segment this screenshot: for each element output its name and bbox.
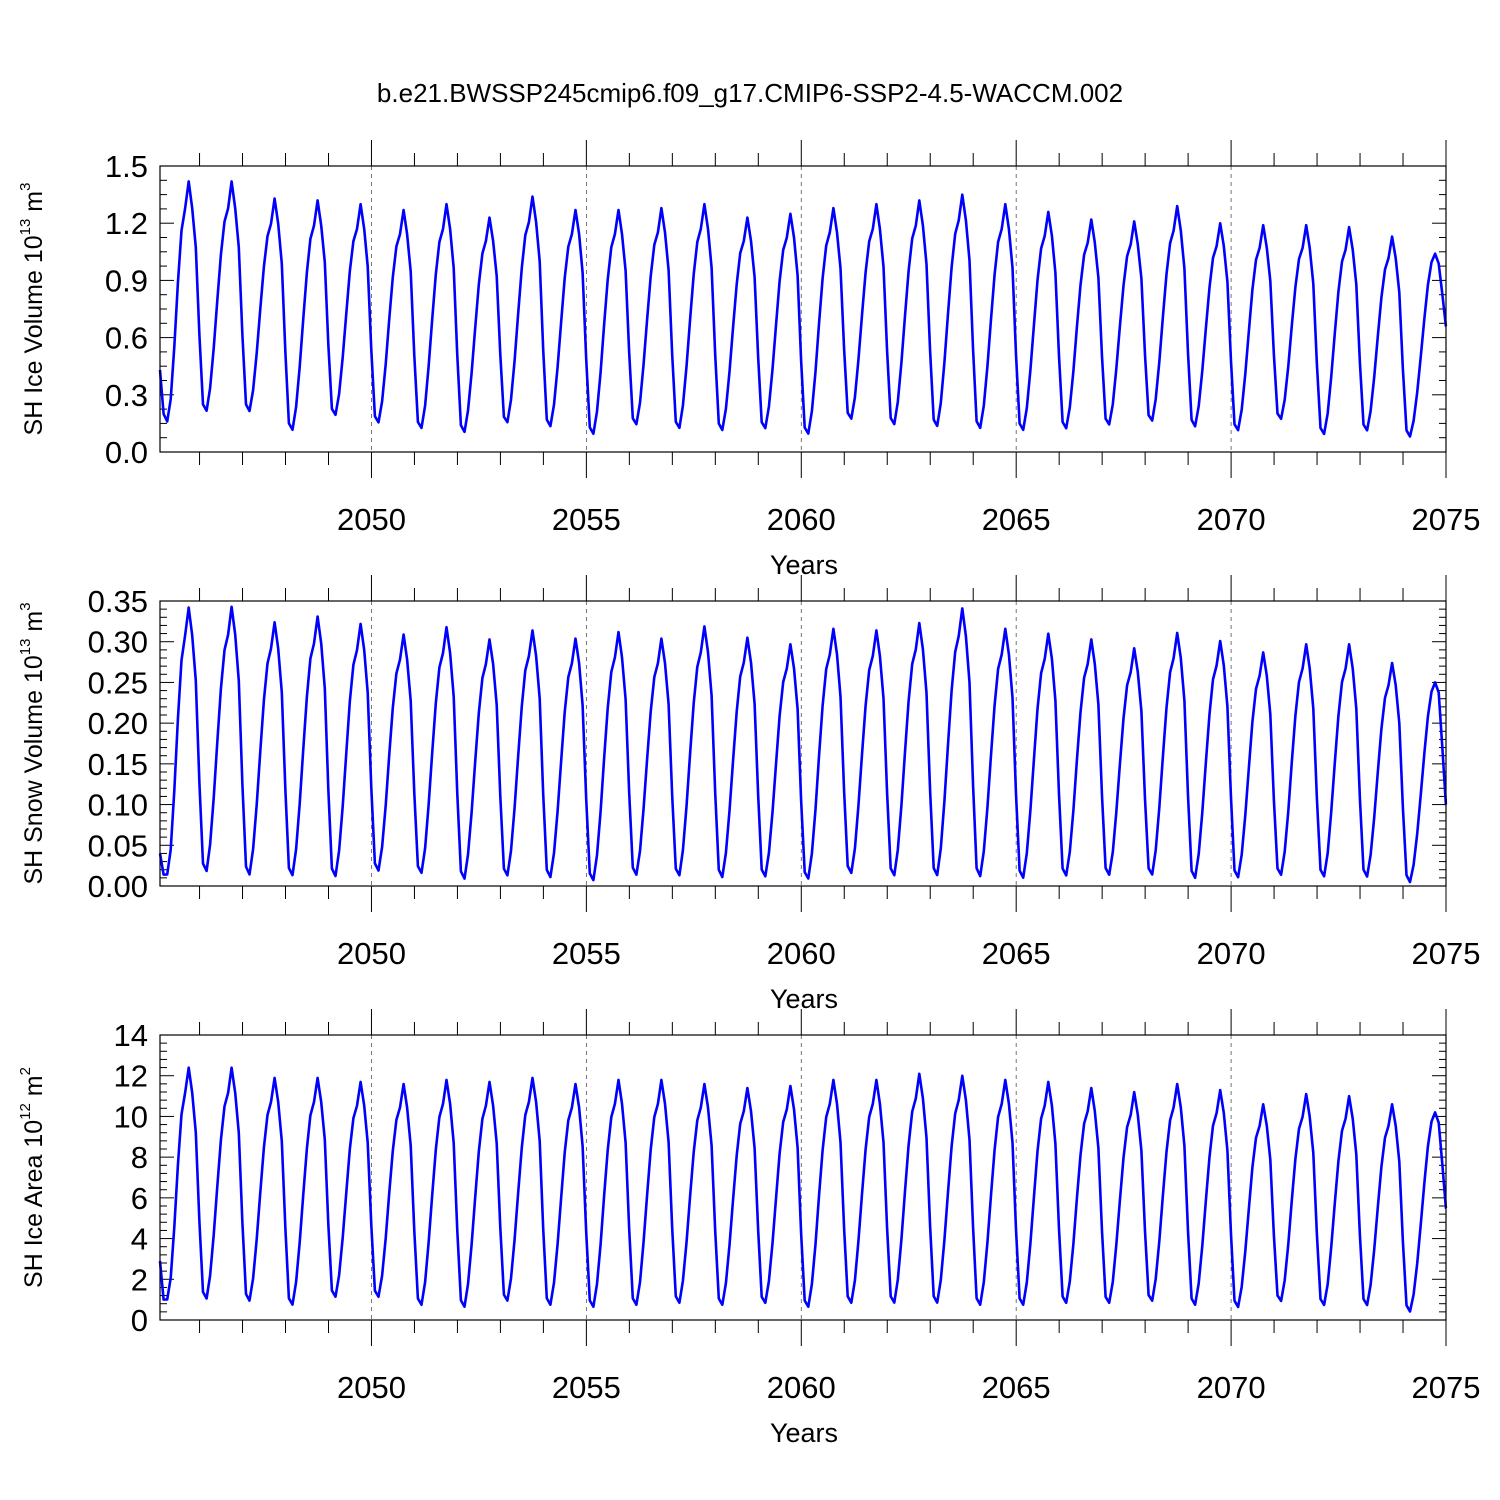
y-tick-label: 0.3 — [105, 378, 148, 413]
x-tick-label: 2060 — [767, 502, 836, 537]
y-axis-unit: m — [20, 1075, 48, 1103]
y-tick-label: 0.0 — [105, 435, 148, 470]
series-line-3 — [158, 1066, 1448, 1313]
y-tick-label: 0.10 — [88, 788, 148, 823]
y-axis-unit: m — [20, 611, 48, 639]
x-tick-label: 2060 — [767, 1370, 836, 1405]
y-axis-title-text: SH Ice Volume 10 — [20, 235, 48, 435]
y-axis-unit-suffix-exponent: 3 — [17, 183, 34, 191]
x-tick-label: 2070 — [1197, 936, 1266, 971]
y-axis-title: SH Ice Volume 1013 m3 — [17, 183, 48, 436]
x-tick-label: 2060 — [767, 936, 836, 971]
x-tick-label: 2055 — [552, 502, 621, 537]
y-tick-label: 0.35 — [88, 584, 148, 619]
y-tick-label: 0.20 — [88, 706, 148, 741]
series-line-1 — [158, 180, 1448, 438]
plot-border — [159, 1034, 1447, 1321]
y-axis-title-text: SH Snow Volume 10 — [20, 655, 48, 884]
y-tick-label: 10 — [114, 1099, 148, 1134]
x-tick-label: 2065 — [982, 502, 1051, 537]
x-tick-label: 2075 — [1412, 936, 1481, 971]
y-axis-unit-exponent: 13 — [17, 219, 34, 236]
x-tick-label: 2065 — [982, 1370, 1051, 1405]
y-axis-unit-exponent: 12 — [17, 1103, 34, 1120]
y-axis-unit-suffix-exponent: 3 — [17, 602, 34, 610]
figure-title: b.e21.BWSSP245cmip6.f09_g17.CMIP6-SSP2-4… — [377, 78, 1123, 108]
x-tick-label: 2075 — [1412, 1370, 1481, 1405]
x-tick-label: 2055 — [552, 1370, 621, 1405]
x-tick-label: 2065 — [982, 936, 1051, 971]
plot-border — [159, 600, 1447, 887]
x-axis-title: Years — [770, 984, 838, 1014]
y-tick-label: 12 — [114, 1059, 148, 1094]
x-tick-label: 2050 — [337, 502, 406, 537]
x-axis-title: Years — [770, 550, 838, 580]
x-tick-label: 2070 — [1197, 502, 1266, 537]
y-tick-label: 4 — [131, 1222, 148, 1257]
y-tick-label: 1.2 — [105, 206, 148, 241]
x-axis-title: Years — [770, 1418, 838, 1448]
y-tick-label: 14 — [114, 1018, 148, 1053]
y-tick-label: 1.5 — [105, 149, 148, 184]
y-axis-title-text: SH Ice Area 10 — [20, 1120, 48, 1288]
y-axis-unit: m — [20, 191, 48, 219]
y-tick-label: 0.05 — [88, 828, 148, 863]
chart-panel-3: 0 2 4 6 8 10 12 14 2050 2055 2060 2065 2070 2075 Years… — [17, 1009, 1480, 1448]
x-tick-label: 2050 — [337, 1370, 406, 1405]
y-tick-label: 0.9 — [105, 263, 148, 298]
x-tick-label: 2070 — [1197, 1370, 1266, 1405]
y-axis-unit-suffix-exponent: 2 — [17, 1067, 34, 1075]
chart-panel-1: 0.0 0.3 0.6 0.9 1.2 1.5 2050 2055 2060 2065 2070 20… — [17, 140, 1480, 580]
y-tick-label: 8 — [131, 1140, 148, 1175]
chart-panel-2: 0.00 0.05 0.10 0.15 0.20 0.25 0.30 0.35 2050 2055… — [17, 575, 1480, 1014]
y-axis-unit-exponent: 13 — [17, 639, 34, 656]
y-tick-label: 2 — [131, 1262, 148, 1297]
x-tick-label: 2050 — [337, 936, 406, 971]
y-tick-label: 0.00 — [88, 869, 148, 904]
series-line-2 — [158, 605, 1448, 884]
y-axis-title: SH Snow Volume 1013 m3 — [17, 602, 48, 884]
y-tick-label: 0 — [131, 1303, 148, 1338]
y-tick-label: 6 — [131, 1181, 148, 1216]
y-axis-title: SH Ice Area 1012 m2 — [17, 1067, 48, 1288]
y-tick-label: 0.25 — [88, 665, 148, 700]
y-tick-label: 0.6 — [105, 321, 148, 356]
y-tick-label: 0.30 — [88, 625, 148, 660]
x-tick-label: 2055 — [552, 936, 621, 971]
plot-border — [159, 165, 1447, 453]
y-tick-label: 0.15 — [88, 747, 148, 782]
x-tick-label: 2075 — [1412, 502, 1481, 537]
